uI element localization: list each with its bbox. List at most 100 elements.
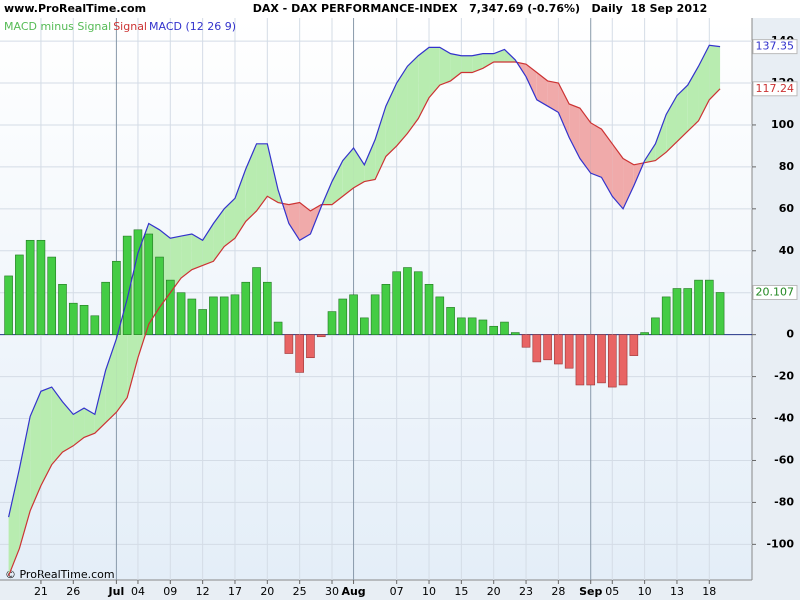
last-value-box xyxy=(752,284,798,300)
macd-signal-fill xyxy=(698,45,710,121)
plot-layer xyxy=(0,18,752,580)
macd-signal-fill xyxy=(612,143,624,209)
macd-signal-fill xyxy=(676,85,688,142)
legend-entry: MACD minus Signal xyxy=(4,20,111,33)
histogram-bar xyxy=(58,284,67,335)
y-tick-label: -40 xyxy=(774,412,794,425)
copyright: © ProRealTime.com xyxy=(5,568,115,581)
macd-signal-fill xyxy=(461,55,473,73)
line-layer xyxy=(8,44,721,577)
macd-signal-fill xyxy=(191,233,203,270)
macd-signal-fill xyxy=(482,53,494,69)
x-tick-label: 26 xyxy=(66,585,80,598)
macd-signal-fill xyxy=(526,64,537,100)
histogram-bar xyxy=(564,334,574,369)
macd-signal-fill xyxy=(569,103,580,159)
histogram-bar xyxy=(133,229,143,335)
macd-signal-fill xyxy=(288,202,300,241)
histogram-bar xyxy=(715,292,725,335)
macd-signal-fill xyxy=(332,160,343,205)
histogram-bar xyxy=(607,334,617,388)
macd-signal-fill xyxy=(30,391,41,511)
histogram-bar xyxy=(575,334,585,386)
macd-signal-fill xyxy=(256,143,268,211)
histogram-bar xyxy=(478,319,488,335)
x-tick-label: 04 xyxy=(131,585,145,598)
macd-signal-fill xyxy=(687,66,699,132)
histogram-bar xyxy=(15,254,24,335)
macd-signal-fill xyxy=(73,408,85,446)
macd-signal-fill xyxy=(267,143,279,203)
histogram-bar xyxy=(230,294,240,335)
histogram-bar xyxy=(435,296,445,335)
last-value-box xyxy=(752,81,798,97)
macd-signal-fill xyxy=(94,370,106,434)
histogram-bar xyxy=(187,298,197,335)
y-tick-label: -20 xyxy=(774,370,794,383)
macd-signal-fill xyxy=(364,139,376,182)
histogram-bar xyxy=(413,271,423,335)
histogram-bar xyxy=(640,332,649,335)
histogram-bar xyxy=(316,334,326,338)
macd-signal-fill xyxy=(181,233,192,279)
macd-signal-fill xyxy=(224,198,235,247)
histogram-bar xyxy=(629,334,639,356)
histogram-bar xyxy=(403,267,412,335)
macd-signal-fill xyxy=(299,202,311,241)
indicator-line xyxy=(8,61,721,577)
histogram-bar xyxy=(521,334,531,348)
histogram-bar xyxy=(295,334,304,373)
last-value-label: 137.35 xyxy=(756,40,795,53)
x-tick-label: 12 xyxy=(196,585,210,598)
macd-signal-fill xyxy=(105,338,117,423)
histogram-bar xyxy=(554,334,563,365)
histogram-bar xyxy=(651,317,660,335)
histogram-bar xyxy=(510,332,520,335)
histogram-bar xyxy=(47,256,57,335)
macd-signal-fill xyxy=(709,45,721,100)
macd-signal-fill xyxy=(40,387,52,486)
macd-signal-fill xyxy=(202,223,214,266)
histogram-bar xyxy=(306,334,315,359)
histogram-bar xyxy=(68,302,78,335)
histogram-bar xyxy=(618,334,628,386)
x-tick-label: 10 xyxy=(638,585,652,598)
legend-entry: MACD (12 26 9) xyxy=(149,20,236,33)
histogram-bar xyxy=(704,279,714,335)
x-tick-label: 10 xyxy=(422,585,436,598)
histogram-bar xyxy=(683,288,693,335)
macd-signal-fill xyxy=(418,47,430,119)
last-value-label: 117.24 xyxy=(756,82,795,95)
legend-entry: Signal xyxy=(113,20,147,33)
x-tick-label: Jul xyxy=(108,585,125,598)
macd-signal-fill xyxy=(536,72,548,107)
x-tick-label: 07 xyxy=(390,585,404,598)
histogram-bar xyxy=(25,239,35,335)
x-tick-label: 09 xyxy=(163,585,177,598)
macd-signal-fill xyxy=(396,66,408,146)
histogram-bar xyxy=(166,279,175,335)
macd-signal-fill xyxy=(623,158,634,209)
x-tick-label: 20 xyxy=(260,585,274,598)
macd-signal-fill xyxy=(472,53,483,73)
macd-signal-fill xyxy=(234,168,246,239)
histogram-bar xyxy=(284,334,294,354)
histogram-bar xyxy=(424,284,434,335)
macd-signal-fill xyxy=(51,387,63,465)
histogram-bar xyxy=(457,317,466,335)
histogram-bar xyxy=(370,294,380,335)
chart-title: DAX - DAX PERFORMANCE-INDEX 7,347.69 (-0… xyxy=(253,2,708,15)
histogram-bar xyxy=(467,317,477,335)
histogram-bar xyxy=(90,315,100,335)
histogram-bar xyxy=(381,284,391,335)
histogram-bar xyxy=(209,296,218,335)
x-tick-label: 21 xyxy=(34,585,48,598)
y-tick-label: 100 xyxy=(771,118,794,131)
last-value-box xyxy=(752,39,798,55)
histogram-bar xyxy=(661,296,671,335)
histogram-bar xyxy=(446,307,455,335)
y-tick-label: 80 xyxy=(779,160,795,173)
y-tick-label: 0 xyxy=(786,328,794,341)
macd-signal-fill xyxy=(558,83,570,138)
x-tick-label: Sep xyxy=(579,585,602,598)
